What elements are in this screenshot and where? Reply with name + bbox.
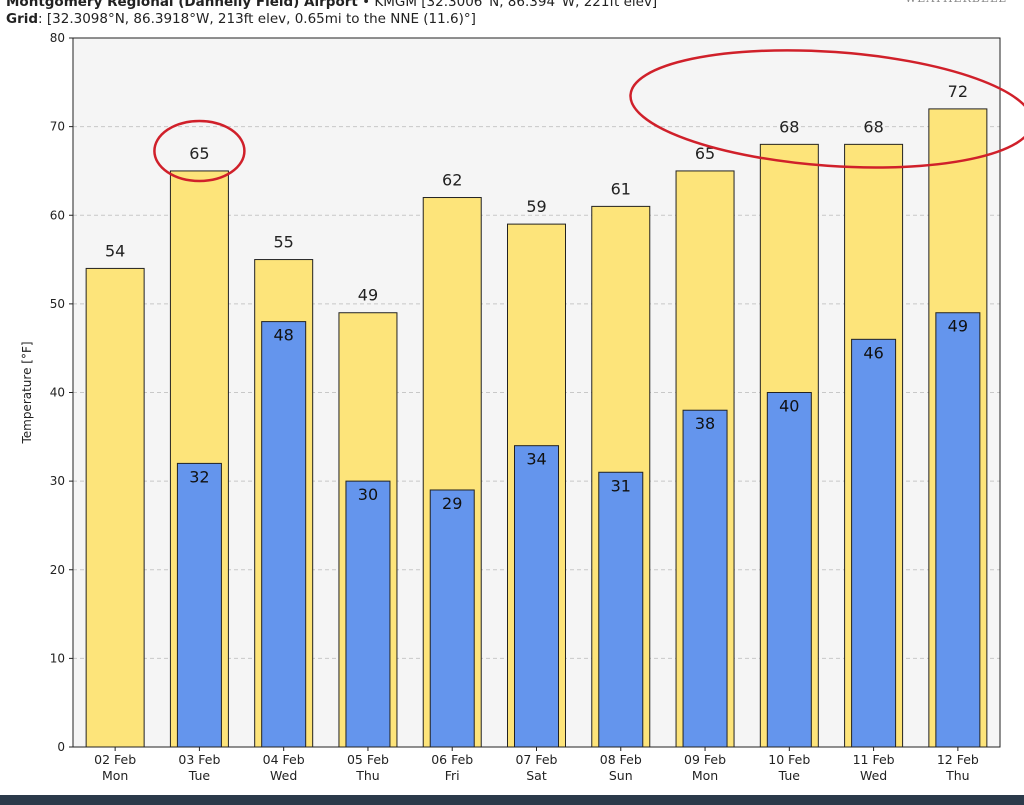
x-tick-day: Wed [270,768,297,783]
low-bar [851,338,897,748]
low-label: 34 [526,450,546,469]
grid-info: : [32.3098°N, 86.3918°W, 213ft elev, 0.6… [38,11,476,27]
y-tick-label: 70 [50,120,65,134]
x-tick-date: 09 Feb [684,752,726,767]
low-label: 48 [274,326,294,345]
annotation-ellipse [153,119,246,183]
x-tick-day: Mon [692,768,718,783]
x-tick-day: Mon [102,768,128,783]
y-tick-label: 80 [50,31,65,45]
y-tick-label: 0 [57,740,65,754]
x-tick-date: 03 Feb [178,752,220,767]
x-tick-date: 11 Feb [853,752,895,767]
low-label: 46 [863,343,883,362]
station-info: • KMGM [32.3006°N, 86.394°W, 221ft elev] [357,0,658,10]
low-label: 32 [189,467,209,486]
low-bar [766,392,812,748]
x-tick-date: 02 Feb [94,752,136,767]
y-tick-label: 30 [50,474,65,488]
low-label: 30 [358,485,378,504]
station-header: Montgomery Regional (Dannelly Field) Air… [6,0,657,10]
x-tick-day: Thu [945,768,969,783]
high-label: 68 [863,117,883,136]
y-tick-label: 10 [50,651,65,665]
grid-label: Grid [6,11,39,27]
y-axis-label: Temperature [°F] [20,341,34,444]
high-label: 72 [948,82,968,101]
high-label: 54 [105,241,125,260]
x-tick-date: 05 Feb [347,752,389,767]
x-tick-date: 06 Feb [431,752,473,767]
y-tick-label: 60 [50,208,65,222]
x-tick-day: Thu [355,768,379,783]
low-bar [261,321,307,748]
x-tick-date: 04 Feb [263,752,305,767]
low-bar [514,445,559,748]
high-label: 49 [358,286,378,305]
low-label: 31 [611,476,631,495]
annotation-ellipse [629,49,1024,169]
high-label: 65 [189,144,209,163]
high-label: 55 [274,233,294,252]
low-label: 38 [695,414,715,433]
x-tick-date: 10 Feb [768,752,810,767]
low-bar [176,462,222,748]
low-label: 29 [442,494,462,513]
x-tick-day: Fri [445,768,460,783]
low-label: 40 [779,397,799,416]
high-label: 65 [695,144,715,163]
high-label: 68 [779,117,799,136]
x-tick-day: Sat [526,768,547,783]
grid-header: Grid: [32.3098°N, 86.3918°W, 213ft elev,… [6,11,476,27]
x-tick-date: 07 Feb [515,752,557,767]
low-bar [935,312,981,748]
high-label: 62 [442,171,462,190]
y-tick-label: 20 [50,563,65,577]
weatherbell-logo: WEATHERBELL [905,0,1007,5]
low-label: 49 [948,317,968,336]
y-tick-label: 50 [50,297,65,311]
x-tick-day: Tue [188,768,211,783]
x-tick-day: Tue [778,768,801,783]
low-bar [429,489,475,748]
high-label: 61 [611,179,631,198]
high-bar [85,267,145,748]
low-bar [682,409,728,748]
plot-frame [72,37,1001,748]
low-bar [598,471,644,748]
x-tick-date: 12 Feb [937,752,979,767]
footer-bar [0,795,1024,805]
station-name: Montgomery Regional (Dannelly Field) Air… [6,0,358,10]
x-tick-day: Sun [609,768,633,783]
high-label: 59 [526,197,546,216]
low-bar [345,480,391,748]
y-tick-label: 40 [50,386,65,400]
x-tick-day: Wed [860,768,887,783]
x-tick-date: 08 Feb [600,752,642,767]
